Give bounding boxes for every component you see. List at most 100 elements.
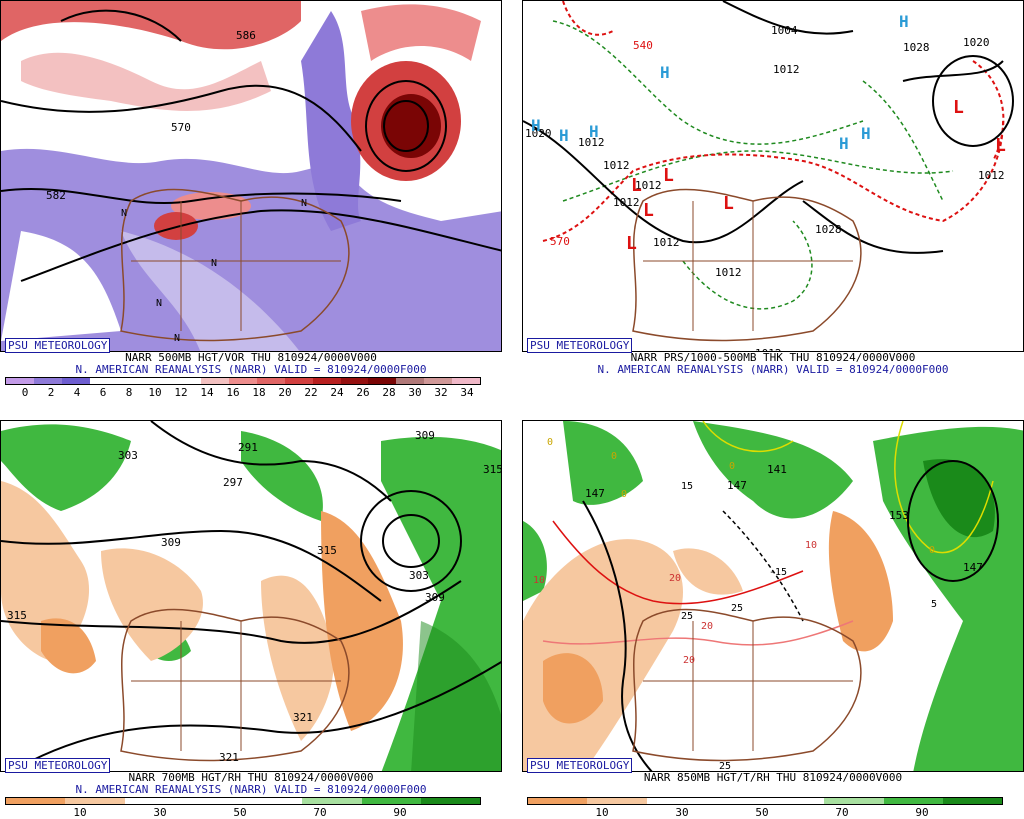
colorbar-tick-label: 30	[408, 386, 422, 399]
label-n-2: N	[211, 258, 217, 269]
colorbar-segment	[340, 378, 369, 384]
low-marker-3: L	[663, 165, 674, 186]
colorbar-segment	[824, 798, 884, 804]
label-321-b: 321	[219, 751, 239, 764]
label-1012-a: 1012	[773, 63, 800, 76]
label-15: 15	[681, 481, 693, 492]
colorbar-tick-label: 18	[252, 386, 266, 399]
label-25-c: 25	[719, 761, 731, 772]
colorbar-tick-label: 90	[915, 806, 929, 819]
label-0-b: 0	[611, 451, 617, 462]
label-582: 582	[46, 189, 66, 202]
high-marker-7: H	[899, 12, 909, 31]
label-n-5: N	[174, 333, 180, 344]
high-marker-4: H	[589, 122, 599, 141]
high-marker-5: H	[839, 134, 849, 153]
label-10-b: 10	[805, 540, 817, 551]
label-20-a: 20	[669, 573, 681, 584]
high-marker-6: H	[861, 124, 871, 143]
colorbar-tick-label: 34	[460, 386, 474, 399]
colorbar-segment	[284, 378, 313, 384]
label-1012-g: 1012	[755, 347, 782, 352]
label-309-c: 309	[425, 591, 445, 604]
label-n-3: N	[301, 198, 307, 209]
colorbar-tick-label: 90	[393, 806, 407, 819]
colorbar-ticks: 10 30 50 70 90	[522, 807, 1024, 819]
colorbar-segment	[646, 798, 706, 804]
colorbar-segment	[89, 378, 118, 384]
low-marker-2: L	[643, 200, 654, 221]
colorbar-tick-label: 16	[226, 386, 240, 399]
colorbar-segment	[201, 378, 229, 384]
colorbar-tick-label: 2	[47, 386, 55, 399]
colorbar-segment	[587, 798, 647, 804]
panel-500mb-vorticity: 586 570 582 N N N N N PSU METEOROLOGY NA…	[0, 0, 502, 399]
colorbar-segment	[6, 378, 34, 384]
panel-pressure-thickness: 540 1004 1012 1028 1020 1020 1012 1012 1…	[522, 0, 1024, 398]
label-570: 570	[171, 121, 191, 134]
label-0-a: 0	[547, 437, 553, 448]
colorbar-tick-label: 26	[356, 386, 370, 399]
colorbar-tick-label: 20	[278, 386, 292, 399]
colorbar-segment	[65, 798, 125, 804]
colorbar-segment	[705, 798, 765, 804]
colorbar-segment	[942, 798, 1002, 804]
colorbar-segment	[302, 798, 362, 804]
colorbar-tick-label: 0	[21, 386, 29, 399]
label-1028-a: 1028	[903, 41, 930, 54]
colorbar-tick-label: 10	[148, 386, 162, 399]
colorbar-tick-label: 50	[233, 806, 247, 819]
colorbar-segment	[6, 798, 66, 804]
label-neg-15: -15	[769, 567, 787, 578]
colorbar-segment	[61, 378, 90, 384]
panel-title-line2: N. AMERICAN REANALYSIS (NARR) VALID = 81…	[75, 783, 427, 796]
label-321-a: 321	[293, 711, 313, 724]
label-1020-a: 1020	[963, 36, 990, 49]
low-marker-7: L	[995, 135, 1006, 156]
colorbar-tick-label: 70	[313, 806, 327, 819]
label-n-4: N	[121, 208, 127, 219]
label-1012-b: 1012	[578, 136, 605, 149]
label-540: 540	[633, 39, 653, 52]
label-5: 5	[931, 599, 937, 610]
low-marker-4: L	[723, 193, 734, 214]
colorbar-tick-label: 24	[330, 386, 344, 399]
label-147-b: 147	[727, 479, 747, 492]
label-1004: 1004	[771, 24, 798, 37]
colorbar-tick-label: 10	[73, 806, 87, 819]
label-315-c: 315	[7, 609, 27, 622]
colorbar-segment	[256, 378, 285, 384]
label-1012-i: 1012	[613, 196, 640, 209]
label-153: 153	[889, 509, 909, 522]
colorbar-tick-label: 14	[200, 386, 214, 399]
psu-badge: PSU METEOROLOGY	[527, 758, 633, 773]
colorbar-segment	[424, 378, 452, 384]
map-500mb: 586 570 582 N N N N N	[0, 0, 502, 352]
colorbar	[5, 377, 481, 385]
colorbar-segment	[528, 798, 588, 804]
label-309-a: 309	[161, 536, 181, 549]
colorbar-segment	[420, 798, 480, 804]
panel-title-line1: NARR 700MB HGT/RH THU 810924/0000V000	[128, 771, 374, 784]
psu-badge: PSU METEOROLOGY	[5, 338, 111, 353]
colorbar-ticks: 0 2 4 6 8 10 12 14 16 18 20 22 24 26 28 30 32 34	[0, 387, 502, 399]
colorbar-segment	[117, 378, 146, 384]
label-147-c: 147	[963, 561, 983, 574]
colorbar-segment	[452, 378, 480, 384]
label-1028-b: 1028	[815, 223, 842, 236]
label-25-a: 25	[681, 611, 693, 622]
label-0-e: 0	[929, 545, 935, 556]
panel-title-line2: N. AMERICAN REANALYSIS (NARR) VALID = 81…	[75, 363, 427, 376]
colorbar-segment	[312, 378, 341, 384]
colorbar-segment	[243, 798, 303, 804]
map-pressure-svg: 540 1004 1012 1028 1020 1020 1012 1012 1…	[523, 1, 1014, 352]
colorbar-segment	[368, 378, 397, 384]
psu-badge: PSU METEOROLOGY	[5, 758, 111, 773]
label-309-b: 309	[415, 429, 435, 442]
colorbar-segment	[396, 378, 425, 384]
colorbar-segment	[229, 378, 257, 384]
panel-title-line1: NARR 850MB HGT/T/RH THU 810924/0000V000	[643, 771, 903, 784]
colorbar-segment	[124, 798, 184, 804]
label-1012-e: 1012	[653, 236, 680, 249]
label-0-c: 0	[621, 489, 627, 500]
